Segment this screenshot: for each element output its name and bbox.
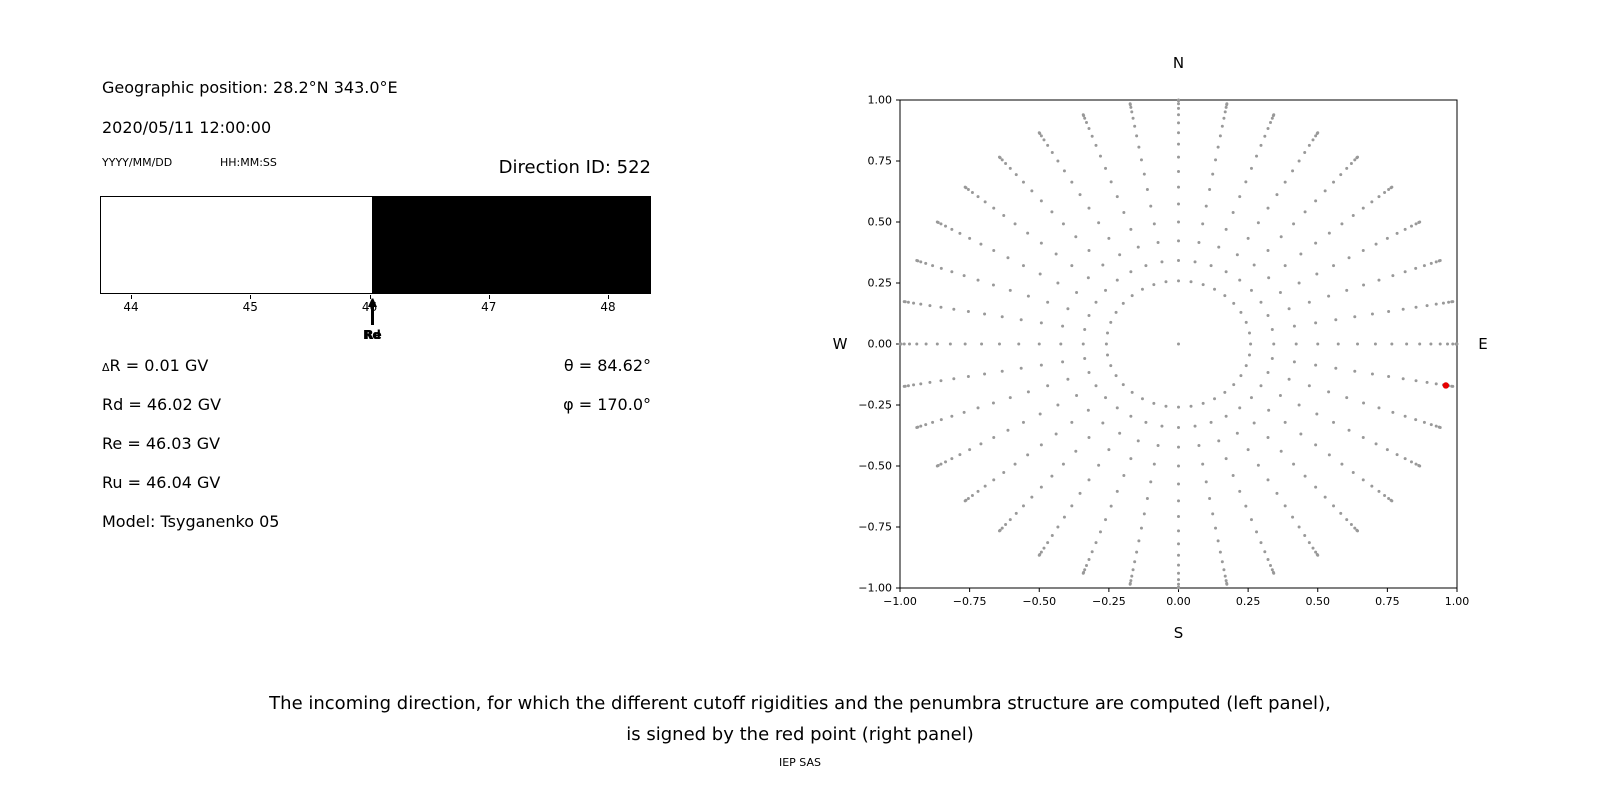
- y-tick-label: 0.25: [868, 277, 893, 290]
- penumbra-chart: 44 45 46 47 48 Rd Re: [100, 196, 651, 356]
- penumbra-segment: [101, 197, 372, 293]
- x-tick-label: 0.75: [1375, 595, 1400, 608]
- selected-direction-point: [1442, 382, 1450, 389]
- x-tick-mark: [250, 295, 252, 299]
- y-tick-label: −0.50: [858, 460, 892, 473]
- x-tick-mark: [608, 295, 610, 299]
- x-tick-label: 0.50: [1306, 595, 1331, 608]
- compass-label-east: E: [1478, 335, 1487, 353]
- x-tick-label: −0.75: [953, 595, 987, 608]
- cutoff-marker-label: Rd: [363, 328, 381, 342]
- x-tick-label: 48: [600, 300, 616, 314]
- x-tick-label: 0.00: [1166, 595, 1191, 608]
- x-tick-label: 45: [242, 300, 258, 314]
- x-tick-mark: [488, 295, 490, 299]
- penumbra-plot-box: [100, 196, 651, 294]
- x-tick-mark: [131, 295, 132, 299]
- direction-scatter-svg: −1.00 −0.75 −0.50 −0.25 0.00 0.25 0.50 0.75 1.00…: [833, 54, 1488, 642]
- penumbra-markers: Rd Re: [100, 298, 651, 348]
- x-tick-label: 47: [481, 300, 497, 314]
- arrow-up-icon: [369, 298, 378, 307]
- caption: The incoming direction, for which the di…: [0, 688, 1600, 750]
- x-tick-label: −0.25: [1092, 595, 1126, 608]
- penumbra-segment: [371, 197, 650, 293]
- model-text: Model: Tsyganenko 05: [102, 512, 280, 531]
- y-tick-label: −0.25: [858, 399, 892, 412]
- compass-label-west: W: [833, 335, 848, 353]
- phi-text: φ = 170.0°: [563, 395, 651, 414]
- y-tick-label: −0.75: [858, 521, 892, 534]
- x-tick-label: −0.50: [1022, 595, 1056, 608]
- delta-r-text: ΔR = 0.01 GV: [102, 356, 208, 375]
- rd-text: Rd = 46.02 GV: [102, 395, 222, 414]
- x-tick-label: 0.25: [1236, 595, 1261, 608]
- cutoff-arrow: [369, 298, 378, 325]
- credit-text: IEP SAS: [778, 756, 822, 769]
- y-tick-label: 0.75: [868, 155, 893, 168]
- direction-grid-dots: [898, 98, 1459, 590]
- compass-label-north: N: [1173, 54, 1184, 72]
- compass-label-south: S: [1174, 624, 1184, 642]
- date-format-label: YYYY/MM/DD: [102, 156, 173, 169]
- x-tick-label: 44: [123, 300, 139, 314]
- y-tick-label: −1.00: [858, 582, 892, 595]
- caption-line-2: is signed by the red point (right panel): [626, 724, 974, 745]
- x-tick-mark: [369, 295, 371, 299]
- y-tick-label: 0.00: [868, 338, 893, 351]
- datetime-text: 2020/05/11 12:00:00: [102, 118, 272, 137]
- re-text: Re = 46.03 GV: [102, 434, 221, 453]
- delta-symbol: Δ: [102, 361, 110, 374]
- ru-text: Ru = 46.04 GV: [102, 473, 221, 492]
- time-format-label: HH:MM:SS: [220, 156, 277, 169]
- geo-position-text: Geographic position: 28.2°N 343.0°E: [102, 78, 398, 97]
- y-tick-label: 1.00: [868, 94, 893, 107]
- arrow-stem: [372, 306, 375, 325]
- x-tick-label: −1.00: [883, 595, 917, 608]
- cutoff-marker-label: Re: [364, 328, 382, 342]
- y-tick-label: 0.50: [868, 216, 893, 229]
- x-tick-label: 1.00: [1445, 595, 1470, 608]
- delta-r-value: R = 0.01 GV: [109, 356, 209, 375]
- theta-text: θ = 84.62°: [563, 356, 651, 375]
- direction-id-text: Direction ID: 522: [498, 157, 651, 178]
- arrow-stem: [370, 306, 373, 325]
- caption-line-1: The incoming direction, for which the di…: [269, 693, 1331, 714]
